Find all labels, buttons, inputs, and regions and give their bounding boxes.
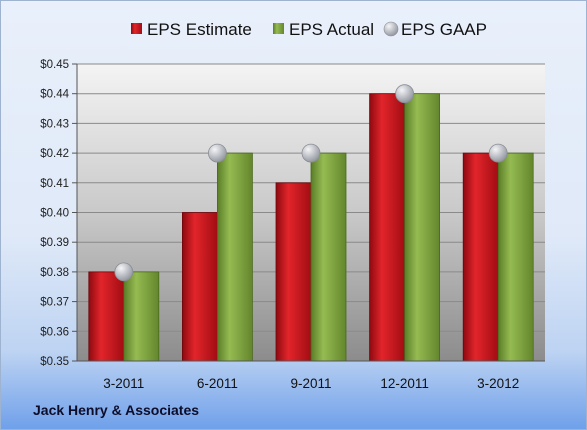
marker-eps-gaap xyxy=(488,143,508,163)
marker-eps-gaap xyxy=(114,262,134,282)
y-tick-label: $0.44 xyxy=(40,89,69,101)
bar-eps-estimate xyxy=(462,152,499,362)
bar-eps-estimate xyxy=(275,182,312,362)
legend-label: EPS GAAP xyxy=(401,20,487,39)
y-tick-label: $0.35 xyxy=(40,356,69,368)
y-tick-label: $0.38 xyxy=(40,267,69,279)
x-tick-label: 9-2011 xyxy=(290,376,331,391)
legend-label: EPS Actual xyxy=(289,20,374,39)
bar-eps-actual xyxy=(497,152,534,362)
bar-eps-estimate xyxy=(369,93,406,362)
marker-eps-gaap xyxy=(301,143,321,163)
legend-label: EPS Estimate xyxy=(147,20,252,39)
bar-eps-actual xyxy=(404,93,441,362)
gaap-markers xyxy=(114,84,508,282)
legend: EPS Estimate EPS Actual EPS GAAP xyxy=(131,20,487,39)
y-tick-label: $0.41 xyxy=(40,178,69,190)
legend-swatch-estimate xyxy=(131,23,142,34)
x-tick-label: 3-2012 xyxy=(477,376,519,391)
x-tick-label: 6-2011 xyxy=(197,376,238,391)
y-tick-label: $0.37 xyxy=(40,297,69,309)
bar-eps-estimate xyxy=(88,271,125,362)
x-tick-label: 12-2011 xyxy=(380,376,429,391)
bar-eps-estimate xyxy=(181,212,218,362)
y-tick-label: $0.39 xyxy=(40,237,69,249)
bars xyxy=(88,93,534,362)
marker-eps-gaap xyxy=(207,143,227,163)
company-name: Jack Henry & Associates xyxy=(33,402,200,418)
y-tick-label: $0.43 xyxy=(40,118,69,130)
bar-eps-actual xyxy=(310,152,347,362)
y-tick-label: $0.42 xyxy=(40,148,69,160)
y-tick-label: $0.45 xyxy=(40,59,69,71)
legend-swatch-gaap xyxy=(383,21,399,37)
y-tick-label: $0.40 xyxy=(40,208,69,220)
y-axis: $0.35 $0.36 $0.37 $0.38 $0.39 $0.40 $0.41 $0.42… xyxy=(40,59,78,368)
x-tick-label: 3-2011 xyxy=(103,376,144,391)
bar-eps-actual xyxy=(216,152,253,362)
bar-eps-actual xyxy=(123,271,160,362)
y-tick-label: $0.36 xyxy=(40,326,69,338)
x-axis: 3-2011 6-2011 9-2011 12-2011 3-2012 xyxy=(77,360,545,391)
marker-eps-gaap xyxy=(395,84,415,104)
legend-swatch-actual xyxy=(273,23,284,34)
